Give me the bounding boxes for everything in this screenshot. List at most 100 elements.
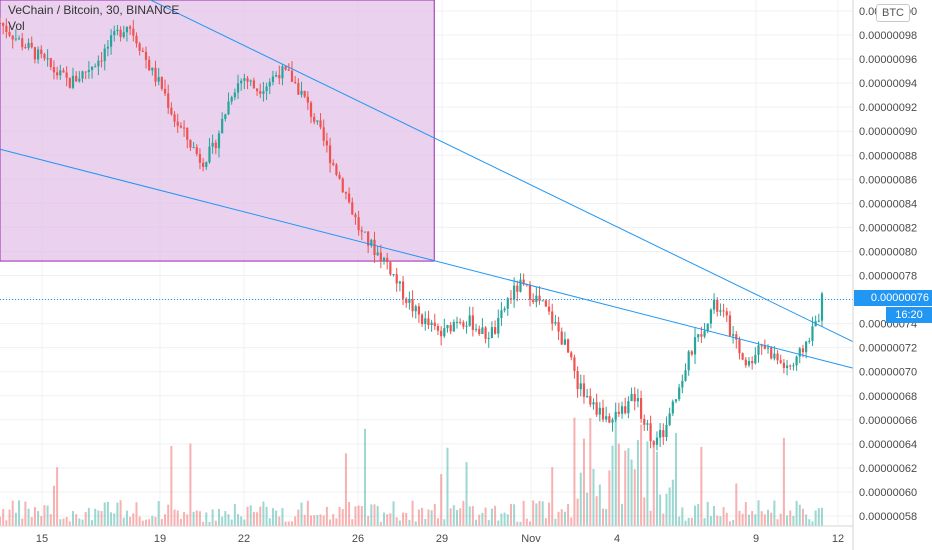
- volume-bar: [570, 517, 573, 526]
- candle-body: [528, 284, 532, 300]
- volume-bar: [497, 520, 500, 526]
- candle-body: [309, 102, 313, 117]
- candle-body: [433, 322, 436, 327]
- volume-bar: [636, 440, 639, 526]
- volume-bar: [373, 504, 376, 526]
- candle-body: [557, 322, 560, 332]
- volume-bar: [408, 519, 411, 526]
- volume-bar: [157, 501, 160, 526]
- candle-body: [766, 347, 770, 349]
- volume-bar: [125, 510, 128, 526]
- candle-body: [700, 334, 703, 337]
- volume-bar: [52, 485, 55, 526]
- candle-body: [706, 323, 709, 332]
- candle-body: [611, 419, 614, 423]
- volume-bar: [357, 505, 360, 526]
- candle-body: [344, 192, 348, 194]
- candle-body: [5, 25, 8, 32]
- volume-bar: [249, 505, 252, 526]
- volume-bar: [160, 519, 163, 526]
- candle-body: [820, 293, 824, 321]
- candle-body: [287, 69, 290, 71]
- candle-body: [224, 114, 227, 119]
- volume-bar: [605, 508, 608, 526]
- volume-bar: [338, 506, 341, 526]
- volume-bar: [713, 505, 716, 526]
- volume-bar: [484, 507, 487, 526]
- volume-bar: [617, 443, 620, 526]
- volume-bar: [281, 508, 284, 526]
- candle-body: [17, 38, 21, 40]
- volume-bar: [71, 511, 74, 526]
- volume-bar: [586, 492, 589, 526]
- candle-body: [681, 380, 684, 388]
- volume-bar: [433, 503, 436, 526]
- candle-body: [630, 393, 633, 402]
- volume-bar: [265, 506, 268, 526]
- candle-body: [757, 345, 760, 355]
- candle-body: [316, 120, 319, 122]
- candle-body: [684, 370, 687, 381]
- price-axis[interactable]: 0.00000058 0.00000060 0.00000062 0.00000064…: [852, 0, 917, 550]
- volume-bar: [395, 517, 398, 526]
- highlight-rectangle[interactable]: [0, 0, 435, 262]
- candle-body: [348, 193, 351, 203]
- candle-body: [735, 334, 738, 340]
- candle-body: [113, 31, 116, 36]
- candle-body: [259, 91, 262, 94]
- x-tick-label: 26: [352, 533, 364, 545]
- candle-body: [75, 75, 78, 82]
- x-tick-label: 9: [753, 533, 759, 545]
- currency-badge[interactable]: BTC: [876, 4, 910, 22]
- volume-bar: [135, 502, 138, 526]
- volume-bar: [214, 520, 217, 526]
- volume-bar: [278, 516, 281, 526]
- candle-body: [379, 252, 382, 262]
- trendline-upper[interactable]: [0, 0, 854, 343]
- candle-body: [709, 309, 713, 324]
- candle-body: [144, 51, 148, 60]
- volume-bar: [554, 518, 557, 526]
- y-tick-label: 0.00000070: [859, 367, 917, 379]
- volume-bar: [770, 512, 773, 526]
- candle-body: [601, 407, 605, 420]
- candle-body: [547, 306, 551, 312]
- volume-bar: [189, 443, 192, 526]
- candle-body: [417, 306, 421, 315]
- volume-bar: [592, 468, 595, 526]
- volume-bar: [662, 513, 665, 526]
- time-axis[interactable]: 15 19 22 26 29 Nov 4 9 12: [0, 525, 853, 545]
- candle-body: [341, 178, 344, 193]
- candle-body: [135, 35, 138, 44]
- volume-bar: [567, 503, 570, 526]
- volume-bar: [335, 518, 338, 526]
- volume-bar: [122, 517, 125, 526]
- volume-bar: [56, 467, 59, 526]
- volume-bar: [310, 515, 313, 526]
- volume-bar: [303, 514, 306, 526]
- volume-bar: [659, 494, 662, 526]
- candle-body: [119, 29, 122, 38]
- trendlines[interactable]: [0, 0, 854, 369]
- candle-body: [27, 42, 30, 48]
- candle-body: [665, 424, 668, 438]
- volume-bar: [75, 514, 78, 526]
- volume-bar: [43, 505, 46, 526]
- volume-bar: [316, 515, 319, 526]
- volume-bar: [94, 508, 97, 526]
- candle-body: [639, 398, 643, 419]
- candle-body: [716, 299, 719, 312]
- volume-bar: [256, 512, 259, 526]
- volume-bar: [97, 510, 100, 526]
- volume-bar: [386, 514, 389, 526]
- volume-bar: [443, 519, 446, 526]
- volume-bar: [217, 508, 220, 526]
- candle-body: [560, 331, 563, 345]
- candle-body: [614, 411, 617, 420]
- candle-body: [189, 139, 192, 148]
- candle-body: [306, 96, 309, 103]
- trendline-lower[interactable]: [0, 148, 854, 369]
- volume-bar: [414, 521, 417, 526]
- y-tick-label: 0.00000096: [859, 54, 917, 66]
